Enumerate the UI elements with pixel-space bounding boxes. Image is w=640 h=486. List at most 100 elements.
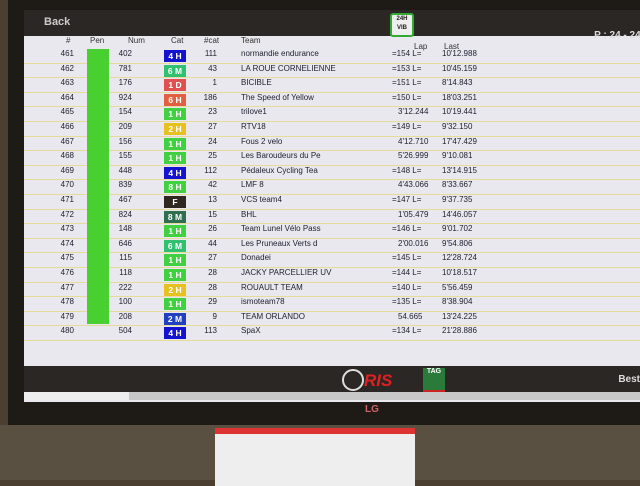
table-row[interactable]: 470 839 8 H 42 LMF 8 4'43.066 8'33.667 — [24, 180, 640, 195]
number-cell: 924 — [118, 92, 132, 102]
category-badge: 1 D — [164, 79, 186, 92]
table-row[interactable]: 472 824 8 M 15 BHL 1'05.479 14'46.057 — [24, 210, 640, 225]
category-position-cell: 23 — [208, 107, 217, 117]
results-table: 461 402 4 H 111 normandie endurance =154 L= 10… — [24, 49, 640, 341]
category-badge: 4 H — [164, 166, 186, 179]
team-cell: JACKY PARCELLIER UV — [241, 267, 332, 277]
lap-cell: 2'00.016 — [398, 238, 429, 248]
position-cell: 461 — [60, 49, 74, 58]
position-cell: 467 — [60, 136, 74, 146]
last-lap-cell: 12'28.724 — [442, 253, 477, 263]
table-row[interactable]: 466 209 2 H 27 RTV18 =149 L= 9'32.150 — [24, 122, 640, 137]
team-cell: BICIBLE — [241, 78, 272, 88]
number-cell: 208 — [118, 311, 132, 321]
category-position-cell: 29 — [208, 297, 217, 307]
category-position-cell: 26 — [208, 224, 217, 234]
timing-screen: Back 24H VIB P : 24 - 24: # Pen Num Cat #… — [24, 10, 640, 402]
table-row[interactable]: 474 646 6 M 44 Les Pruneaux Verts d 2'00.016 9… — [24, 239, 640, 254]
table-row[interactable]: 467 156 1 H 24 Fous 2 velo 4'12.710 17'47.429 — [24, 137, 640, 152]
category-badge: 8 M — [164, 210, 186, 223]
table-row[interactable]: 463 176 1 D 1 BICIBLE =151 L= 8'14.843 — [24, 78, 640, 93]
box — [215, 428, 415, 486]
last-lap-cell: 10'45.159 — [442, 63, 477, 73]
position-cell: 477 — [60, 282, 74, 292]
status-bar — [24, 392, 640, 400]
category-badge: F — [164, 195, 186, 208]
position-cell: 472 — [60, 209, 74, 219]
table-row[interactable]: 480 504 4 H 113 SpaX =134 L= 21'28.886 — [24, 326, 640, 341]
table-row[interactable]: 462 781 6 M 43 LA ROUE CORNELIENNE =153 L= 10'… — [24, 64, 640, 79]
category-position-cell: 28 — [208, 267, 217, 277]
position-cell: 478 — [60, 297, 74, 307]
table-row[interactable]: 475 115 1 H 27 Donadei =145 L= 12'28.724 — [24, 253, 640, 268]
team-cell: Les Baroudeurs du Pe — [241, 151, 321, 161]
table-row[interactable]: 468 155 1 H 25 Les Baroudeurs du Pe 5'26.999 9… — [24, 151, 640, 166]
table-row[interactable]: 473 148 1 H 26 Team Lunel Vélo Pass =146 L= 9'… — [24, 224, 640, 239]
team-cell: Pédaleux Cycling Tea — [241, 165, 318, 175]
table-header: # Pen Num Cat #cat Team Lap Last — [24, 36, 640, 51]
table-row[interactable]: 471 467 F 13 VCS team4 =147 L= 9'37.735 — [24, 195, 640, 210]
category-badge: 1 H — [164, 137, 186, 150]
last-lap-cell: 13'24.225 — [442, 311, 477, 321]
team-cell: LA ROUE CORNELIENNE — [241, 63, 336, 73]
category-position-cell: 186 — [203, 92, 217, 102]
number-cell: 839 — [118, 180, 132, 190]
lap-cell: 1'05.479 — [398, 209, 429, 219]
team-cell: trilove1 — [241, 107, 267, 117]
last-lap-cell: 10'12.988 — [442, 49, 477, 58]
number-cell: 115 — [119, 253, 132, 263]
col-num: Num — [128, 36, 145, 45]
number-cell: 100 — [118, 297, 132, 307]
team-cell: Donadei — [241, 253, 271, 263]
lap-cell: =147 L= — [392, 194, 422, 204]
number-cell: 402 — [118, 49, 132, 58]
last-lap-cell: 9'54.806 — [442, 238, 473, 248]
position-cell: 470 — [60, 180, 74, 190]
team-cell: normandie endurance — [241, 49, 319, 58]
penalty-indicator — [87, 49, 109, 324]
table-row[interactable]: 476 118 1 H 28 JACKY PARCELLIER UV =144 L= 10'… — [24, 268, 640, 283]
table-row[interactable]: 478 100 1 H 29 ismoteam78 =135 L= 8'38.904 — [24, 297, 640, 312]
number-cell: 118 — [119, 267, 132, 277]
category-badge: 1 H — [164, 268, 186, 281]
category-badge: 4 H — [164, 50, 186, 62]
table-row[interactable]: 469 448 4 H 112 Pédaleux Cycling Tea =148 L= 1… — [24, 166, 640, 181]
team-cell: RTV18 — [241, 121, 266, 131]
number-cell: 504 — [118, 326, 132, 336]
category-badge: 4 H — [164, 327, 186, 340]
position-cell: 463 — [60, 78, 74, 88]
table-row[interactable]: 461 402 4 H 111 normandie endurance =154 L= 10… — [24, 49, 640, 64]
back-button[interactable]: Back — [44, 16, 71, 28]
event-logo: 24H VIB — [390, 13, 414, 37]
table-row[interactable]: 477 222 2 H 28 ROUAULT TEAM =140 L= 5'56.459 — [24, 283, 640, 298]
team-cell: TEAM ORLANDO — [241, 311, 306, 321]
top-bar: Back 24H VIB P : 24 - 24: — [24, 10, 640, 41]
number-cell: 154 — [118, 107, 132, 117]
team-cell: VCS team4 — [241, 194, 282, 204]
last-lap-cell: 8'33.667 — [442, 180, 473, 190]
number-cell: 448 — [118, 165, 132, 175]
ris-logo: RIS — [364, 371, 393, 390]
lap-cell: =140 L= — [392, 282, 422, 292]
category-position-cell: 42 — [208, 180, 217, 190]
last-lap-cell: 18'03.251 — [442, 92, 477, 102]
table-row[interactable]: 464 924 6 H 186 The Speed of Yellow =150 L= 18… — [24, 93, 640, 108]
table-row[interactable]: 479 208 2 M 9 TEAM ORLANDO 54.665 13'24.225 — [24, 312, 640, 327]
last-lap-cell: 21'28.886 — [442, 326, 477, 336]
team-cell: ismoteam78 — [241, 297, 285, 307]
lap-cell: =135 L= — [392, 297, 422, 307]
stopwatch-icon — [342, 369, 364, 391]
lap-cell: =149 L= — [392, 121, 422, 131]
col-pen: Pen — [90, 36, 105, 45]
table-row[interactable]: 465 154 1 H 23 trilove1 3'12.244 10'19.441 — [24, 107, 640, 122]
last-lap-cell: 8'38.904 — [442, 297, 473, 307]
last-lap-cell: 17'47.429 — [442, 136, 477, 146]
team-cell: The Speed of Yellow — [241, 92, 314, 102]
lg-logo: LG — [365, 404, 379, 415]
col-lap: Lap — [414, 42, 428, 51]
category-position-cell: 113 — [204, 326, 217, 336]
number-cell: 176 — [118, 78, 132, 88]
lap-cell: =151 L= — [392, 78, 422, 88]
number-cell: 781 — [118, 63, 132, 73]
last-lap-cell: 10'19.441 — [442, 107, 477, 117]
